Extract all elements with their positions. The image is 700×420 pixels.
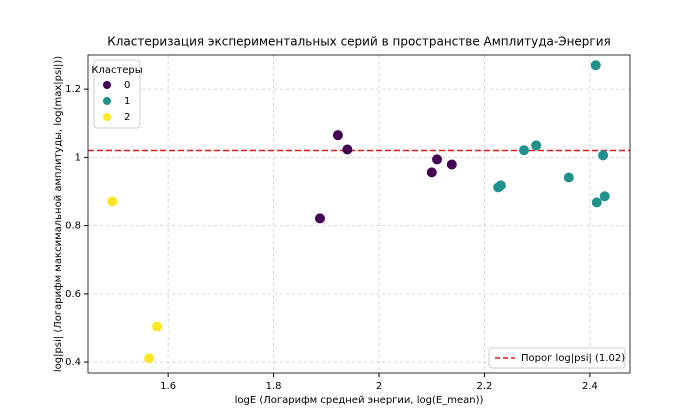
legend-label: 2 <box>124 112 130 123</box>
plot-frame <box>87 54 631 374</box>
scatter-point <box>598 150 609 161</box>
legend-title: Кластеры <box>91 65 142 76</box>
legend-label: 0 <box>124 80 130 91</box>
scatter-point <box>107 196 118 207</box>
legend-box <box>93 59 141 129</box>
chart-title: Кластеризация экспериментальных серий в … <box>107 35 611 49</box>
x-tick-label: 2 <box>376 381 382 392</box>
legend-marker <box>103 97 111 105</box>
scatter-point <box>599 191 610 202</box>
scatter-point <box>519 145 530 156</box>
scatter-point <box>426 167 437 178</box>
x-axis-label: logE (Логарифм средней энергии, log(E_me… <box>235 395 484 406</box>
scatter-point <box>495 180 506 191</box>
scatter-point <box>446 159 457 170</box>
x-tick-label: 2.4 <box>582 381 598 392</box>
legend-label: 1 <box>124 96 130 107</box>
scatter-point <box>332 130 343 141</box>
y-tick-label: 0.6 <box>65 289 81 300</box>
scatter-point <box>152 321 163 332</box>
scatter-point <box>144 353 155 364</box>
scatter-point <box>314 213 325 224</box>
y-tick-label: 1 <box>75 152 81 163</box>
y-tick-label: 1.2 <box>65 84 81 95</box>
scatter-point <box>563 172 574 183</box>
scatter-point <box>591 197 602 208</box>
scatter-point <box>342 144 353 155</box>
scatter-point <box>590 60 601 71</box>
legend-marker <box>103 113 111 121</box>
x-tick-label: 1.6 <box>160 381 176 392</box>
scatter-point <box>531 140 542 151</box>
legend-label: Порог log|psi| (1.02) <box>521 353 625 364</box>
y-axis-label: log|psi| (Логарифм максимальной амплитуд… <box>53 56 64 372</box>
legend-marker <box>103 81 111 89</box>
y-tick-label: 0.4 <box>65 357 81 368</box>
x-tick-label: 1.8 <box>266 381 282 392</box>
y-tick-label: 0.8 <box>65 221 81 232</box>
legend-box <box>488 347 626 369</box>
scatter-point <box>432 154 443 165</box>
x-tick-label: 2.2 <box>477 381 493 392</box>
